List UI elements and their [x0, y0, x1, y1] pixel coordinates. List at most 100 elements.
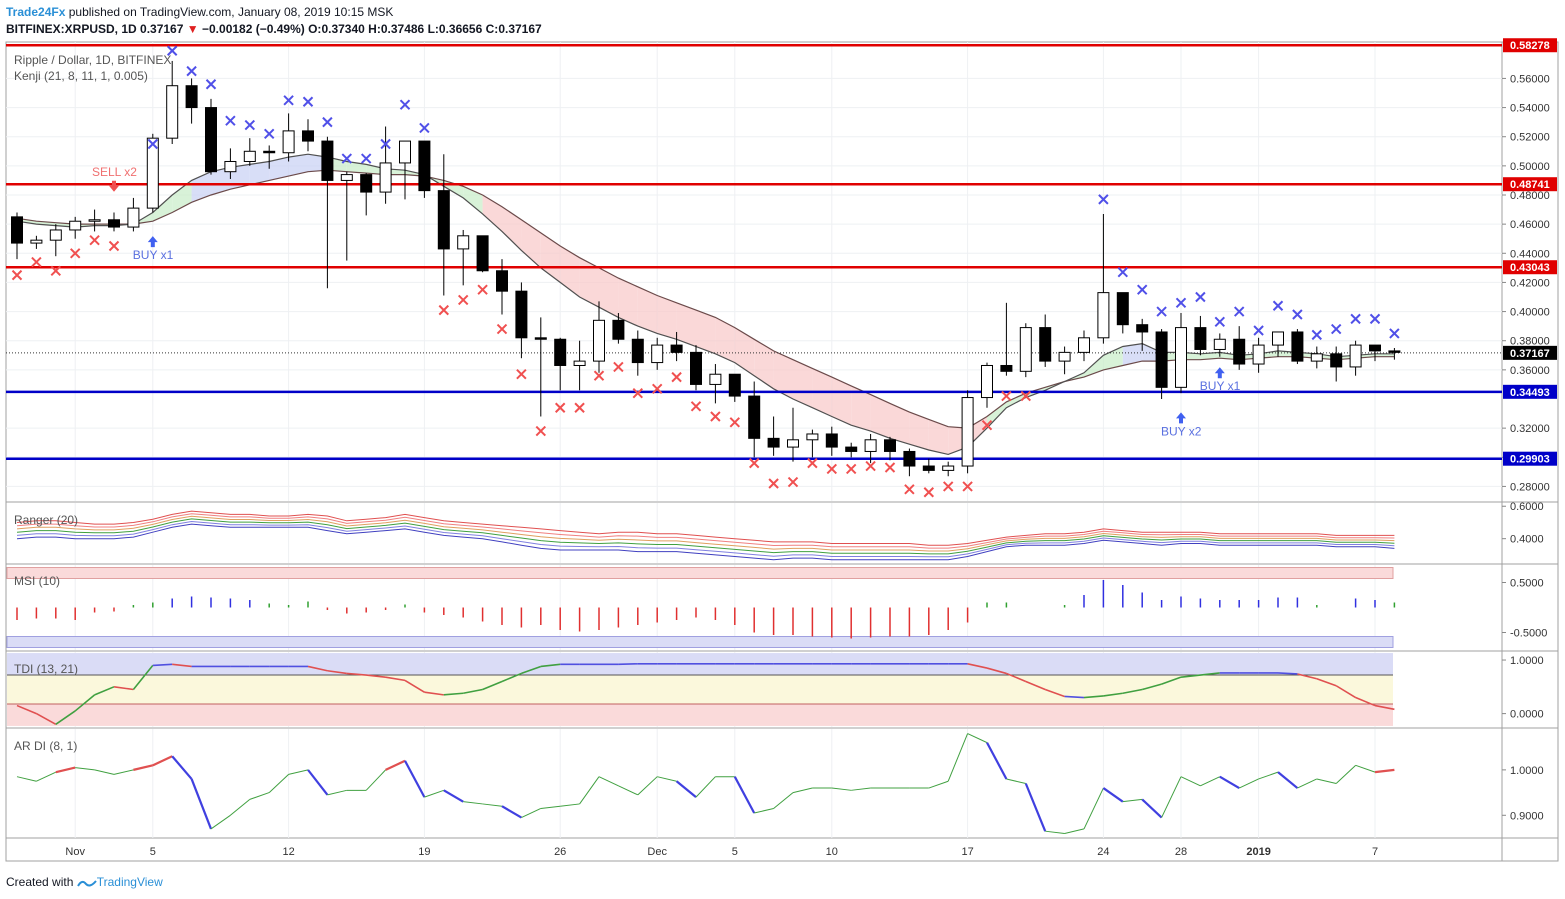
candle-body[interactable] [399, 140, 411, 164]
candle-body[interactable] [961, 397, 974, 467]
candle-body[interactable] [1369, 344, 1381, 352]
candle-body[interactable] [1272, 331, 1284, 346]
kenji-stop-cross-red [729, 417, 741, 428]
msi-upper-zone [6, 567, 1394, 579]
candle-body[interactable] [922, 465, 935, 471]
candle-body[interactable] [127, 207, 140, 228]
candle-body[interactable] [360, 174, 373, 193]
candle-body[interactable] [1388, 350, 1401, 353]
candle-body[interactable] [690, 351, 702, 385]
candle-body[interactable] [224, 160, 237, 173]
candle-body[interactable] [1213, 338, 1226, 350]
candle-body[interactable] [748, 395, 761, 439]
candle-body[interactable] [1175, 327, 1187, 388]
candle-body[interactable] [282, 130, 295, 154]
candle-body[interactable] [476, 235, 489, 272]
candle-body[interactable] [1349, 344, 1362, 368]
open-value: 0.37340 [321, 22, 365, 36]
candle-body[interactable] [1097, 292, 1110, 339]
candle-body[interactable] [864, 439, 877, 452]
candle-body[interactable] [1252, 344, 1265, 365]
candle-body[interactable] [981, 364, 993, 399]
brand-name[interactable]: Trade24Fx [6, 5, 66, 19]
candle-body[interactable] [321, 140, 334, 181]
candle-body[interactable] [49, 229, 62, 241]
x-tick-label: 10 [826, 846, 838, 858]
candle-body[interactable] [146, 137, 159, 209]
candle-body[interactable] [825, 433, 838, 448]
ranger-band-line [16, 518, 1395, 555]
candle-body[interactable] [340, 174, 353, 181]
candle-body[interactable] [515, 290, 528, 339]
ardi-line-segment [1238, 778, 1259, 789]
ardi-line-segment [773, 792, 794, 809]
candle-body[interactable] [379, 162, 392, 193]
candle-body[interactable] [1330, 353, 1343, 368]
tdi-line-segment [424, 691, 444, 696]
candle-body[interactable] [1310, 353, 1323, 362]
candle-body[interactable] [263, 150, 276, 154]
candle-body[interactable] [1291, 331, 1304, 362]
candle-body[interactable] [631, 338, 644, 364]
candle-body[interactable] [1019, 327, 1032, 372]
candle-body[interactable] [903, 450, 916, 467]
kenji-stop-cross-red [671, 371, 682, 383]
candle-body[interactable] [302, 130, 314, 142]
candle-body[interactable] [30, 239, 43, 244]
candle-body[interactable] [496, 270, 508, 292]
candle-body[interactable] [69, 220, 82, 231]
candle-body[interactable] [1000, 364, 1013, 372]
candle-body[interactable] [205, 107, 217, 173]
candle-body[interactable] [88, 219, 101, 222]
candle-body[interactable] [1116, 292, 1129, 326]
tdi-line-segment [36, 712, 57, 726]
kenji-stop-cross-blue [399, 99, 411, 110]
candle-body[interactable] [185, 85, 198, 109]
candle-body[interactable] [573, 360, 586, 366]
candle-body[interactable] [554, 338, 567, 366]
tdi-line-segment [152, 663, 173, 667]
candle-body[interactable] [437, 190, 450, 250]
candle-body[interactable] [787, 439, 799, 448]
candle-body[interactable] [942, 465, 955, 471]
y-tick-label: 0.0000 [1510, 709, 1544, 721]
ardi-line-segment [1083, 787, 1104, 830]
candle-body[interactable] [534, 337, 547, 340]
candle-body[interactable] [806, 433, 819, 441]
candle-body[interactable] [457, 235, 470, 250]
candle-body[interactable] [884, 439, 896, 452]
candle-body[interactable] [709, 373, 722, 385]
candle-body[interactable] [1058, 351, 1071, 362]
candle-body[interactable] [1078, 337, 1090, 353]
candle-body[interactable] [418, 140, 431, 192]
candle-body[interactable] [166, 85, 179, 139]
candle-body[interactable] [243, 150, 256, 162]
candle-body[interactable] [1233, 338, 1246, 365]
candle-body[interactable] [845, 446, 858, 452]
candle-body[interactable] [11, 216, 23, 244]
ardi-line-segment [443, 789, 464, 803]
tradingview-brand[interactable]: TradingView [96, 875, 163, 889]
candle-body[interactable] [728, 373, 741, 397]
candle-body[interactable] [1194, 327, 1207, 350]
candle-body[interactable] [1136, 324, 1149, 333]
ranger-band-line [16, 523, 1395, 561]
candle-body[interactable] [670, 344, 683, 353]
candle-body[interactable] [767, 437, 780, 448]
candle-body[interactable] [1039, 327, 1052, 362]
ardi-line-segment [947, 733, 969, 782]
candle-body[interactable] [1155, 331, 1168, 388]
candle-body[interactable] [593, 319, 605, 362]
kenji-cloud-segment [211, 167, 231, 195]
y-tick-label: 0.52000 [1510, 132, 1550, 144]
main-pane-title: Ripple / Dollar, 1D, BITFINEX [14, 53, 171, 67]
publish-line: Trade24Fx published on TradingView.com, … [6, 5, 393, 19]
level-price-tag [1503, 38, 1557, 53]
ardi-line-segment [230, 799, 251, 816]
tdi-line-segment [1064, 695, 1085, 699]
candle-body[interactable] [612, 319, 625, 340]
candle-body[interactable] [651, 344, 664, 364]
buy-signal-label: BUY x1 [1200, 379, 1241, 393]
candle-body[interactable] [108, 219, 120, 228]
